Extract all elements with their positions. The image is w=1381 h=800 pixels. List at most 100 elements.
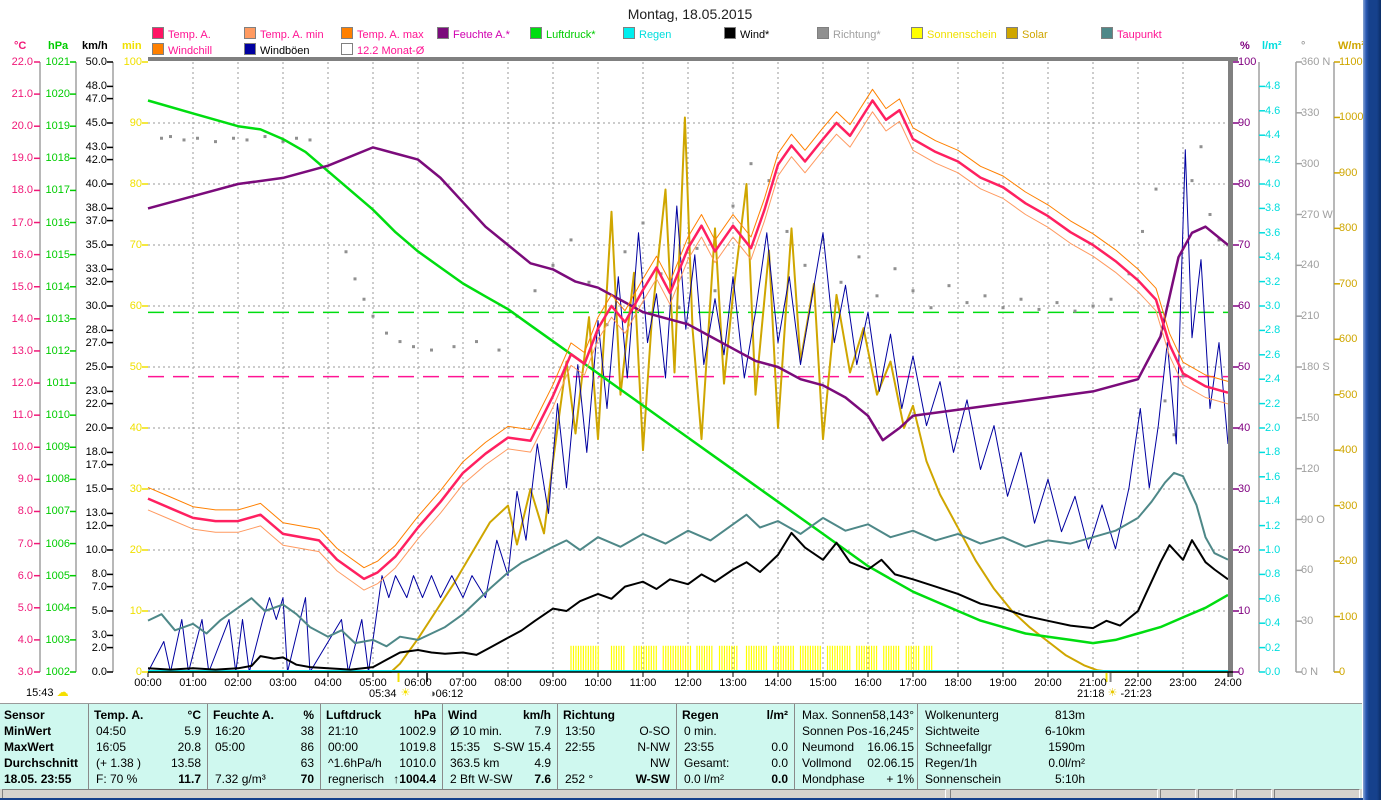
tick-label-min: 10 [129, 605, 142, 617]
tick-label-lpm: 2.8 [1265, 324, 1281, 336]
direction-dot [281, 140, 285, 144]
table-cell-value: S-SW 15.4 [492, 740, 551, 754]
direction-dot [196, 136, 199, 140]
table-cell-value: 02.06.15 [867, 756, 914, 770]
tick-label-lpm: 1.8 [1265, 446, 1281, 458]
tick-label-kmh: 30.0 [85, 300, 107, 312]
table-cell: Sonnenschein [925, 772, 1002, 786]
tick-label-lpm: 1.6 [1265, 471, 1281, 483]
tick-label-min: 100 [123, 56, 142, 68]
tick-label-lpm: 4.6 [1265, 105, 1281, 117]
tick-label-wpm: 1100 [1339, 56, 1363, 68]
legend-label: Taupunkt [1117, 29, 1162, 41]
tick-label-deg: 150 [1301, 412, 1320, 424]
direction-dot [1109, 297, 1113, 301]
tick-label-hPa: 1009 [45, 441, 70, 453]
direction-dot [1199, 145, 1203, 149]
tick-label-kmh: 15.0 [85, 483, 107, 495]
tick-label-lpm: 0.8 [1265, 568, 1281, 580]
x-label: 23:00 [1169, 677, 1197, 689]
moonset-time: -21:23 [1120, 688, 1152, 700]
tick-label-kmh: 7.0 [91, 581, 107, 593]
table-row-label: 18.05. 23:55 [4, 772, 72, 786]
series-luftdruck [147, 99, 1229, 645]
tick-label-pct: 80 [1238, 178, 1251, 190]
tick-label-kmh: 45.0 [85, 117, 107, 129]
table-cell-value: 1010.0 [399, 756, 436, 770]
table-col-unit: hPa [413, 708, 436, 722]
direction-dot [569, 238, 573, 242]
series-wind [147, 531, 1229, 671]
tick-label-hPa: 1018 [45, 152, 70, 164]
direction-dot [677, 306, 681, 310]
direction-dot [533, 289, 537, 293]
table-cell-value: 0.0 [771, 740, 788, 754]
tick-label-hPa: 1014 [45, 281, 70, 293]
table-row-label: Durchschnitt [4, 756, 79, 770]
tick-label-hPa: 1015 [45, 249, 70, 261]
table-cell-value: 70 [300, 772, 314, 786]
tick-label-degC: 9.0 [17, 473, 33, 485]
table-cell: Wolkenunterg [925, 708, 999, 722]
tick-label-min: 20 [129, 544, 142, 556]
sun-icon: ☀ [400, 687, 411, 699]
direction-dot [911, 289, 915, 293]
table-cell: 04:50 [96, 724, 127, 738]
legend-swatch [244, 43, 256, 55]
tick-label-deg: 300 [1301, 158, 1320, 170]
x-label: 16:00 [854, 677, 882, 689]
table-cell: Sonnen Pos [802, 724, 868, 738]
page-title: Montag, 18.05.2015 [627, 6, 753, 22]
legend-item-taupunkt: Taupunkt [1101, 27, 1162, 41]
direction-dot [475, 340, 478, 344]
axis-header-pct: % [1240, 40, 1250, 52]
table-cell-value: 13.58 [170, 756, 201, 770]
table-cell: Vollmond [802, 756, 852, 770]
table-cell-value: 16.06.15 [867, 740, 914, 754]
legend-label: Regen [639, 29, 672, 41]
tick-label-kmh: 38.0 [85, 202, 107, 214]
series-solar [148, 116, 1228, 673]
tick-label-degC: 8.0 [17, 505, 33, 517]
legend-label: Richtung* [833, 29, 881, 41]
table-cell-value: -16,245° [868, 724, 915, 738]
legend-item-12-2-monat-: 12.2 Monat-Ø [341, 43, 424, 57]
tick-label-lpm: 0.2 [1265, 642, 1281, 654]
x-label: 18:00 [944, 677, 972, 689]
tick-label-min: 30 [129, 483, 142, 495]
table-cell: 21:10 [328, 724, 359, 738]
x-label: 00:00 [134, 677, 162, 689]
table-col-unit: °C [187, 708, 201, 722]
tick-label-pct: 10 [1238, 605, 1251, 617]
tick-label-degC: 21.0 [11, 88, 33, 100]
table-col-unit: % [303, 708, 314, 722]
tick-label-hPa: 1006 [45, 538, 70, 550]
table-row-label: MinWert [4, 724, 52, 738]
table-cell: F: 70 % [96, 772, 138, 786]
direction-dot [1172, 433, 1176, 437]
direction-dot [1217, 238, 1221, 242]
tick-label-kmh: 8.0 [91, 568, 107, 580]
direction-dot [308, 138, 312, 142]
tick-label-degC: 13.0 [11, 345, 33, 357]
tick-label-kmh: 35.0 [85, 239, 107, 251]
legend-swatch [244, 27, 256, 39]
tick-label-lpm: 2.2 [1265, 398, 1281, 410]
legend-label: Sonnenschein [927, 29, 997, 41]
table-cell: 16:20 [215, 724, 246, 738]
legend-item-wind-: Wind* [724, 27, 769, 41]
table-cell: (+ 1.38 ) [96, 756, 142, 770]
table-col-header: Luftdruck [326, 708, 382, 722]
tick-label-wpm: 0 [1339, 666, 1346, 678]
direction-dot [1073, 309, 1077, 313]
sunset-time: 21:18 [1076, 688, 1105, 700]
x-label: 20:00 [1034, 677, 1062, 689]
legend-swatch [341, 43, 353, 55]
tick-label-degC: 3.0 [17, 666, 33, 678]
direction-dot [295, 136, 298, 140]
tick-label-hPa: 1007 [45, 505, 70, 517]
tick-label-lpm: 4.4 [1265, 129, 1281, 141]
legend-label: Feuchte A.* [453, 29, 510, 41]
tick-label-pct: 40 [1238, 422, 1251, 434]
